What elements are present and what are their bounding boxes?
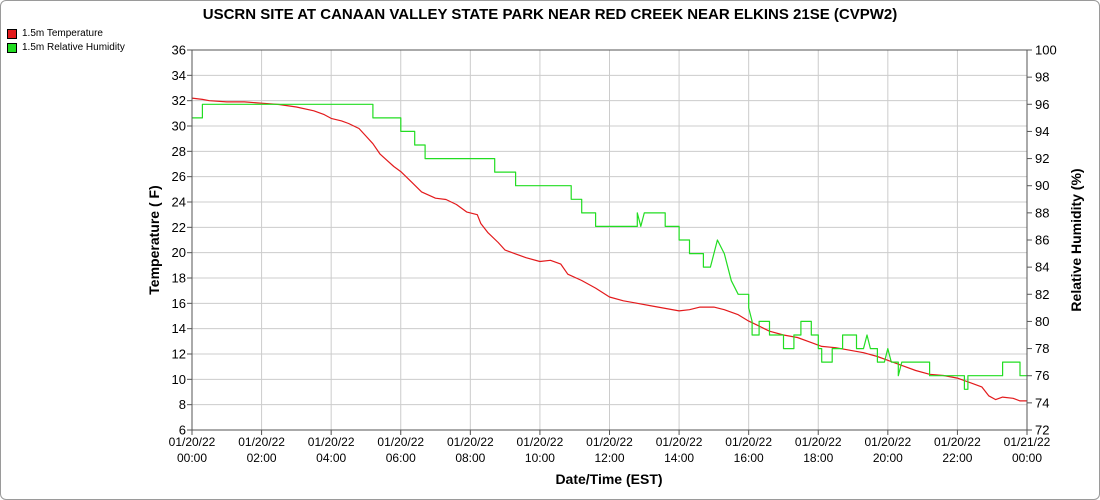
y-left-tick-label: 34 — [172, 68, 186, 83]
x-tick-label-date: 01/20/22 — [169, 435, 216, 449]
y-left-tick-label: 10 — [172, 372, 186, 387]
legend-swatch-humidity — [7, 43, 17, 53]
x-tick-label-time: 02:00 — [247, 451, 277, 465]
y-right-tick-label: 72 — [1035, 423, 1049, 438]
x-tick-label-date: 01/20/22 — [864, 435, 911, 449]
x-tick-label-date: 01/20/22 — [586, 435, 633, 449]
legend-swatch-temperature — [7, 29, 17, 39]
x-tick-label-date: 01/21/22 — [1004, 435, 1051, 449]
x-tick-label-time: 04:00 — [316, 451, 346, 465]
y-left-tick-label: 14 — [172, 321, 186, 336]
y-left-tick-label: 16 — [172, 296, 186, 311]
x-tick-label-time: 06:00 — [386, 451, 416, 465]
x-tick-label-date: 01/20/22 — [934, 435, 981, 449]
y-axis-left-title: Temperature ( F) — [146, 185, 162, 294]
y-right-tick-label: 88 — [1035, 205, 1049, 220]
x-tick-label-time: 16:00 — [734, 451, 764, 465]
y-left-tick-label: 8 — [179, 397, 186, 412]
x-tick-label-date: 01/20/22 — [656, 435, 703, 449]
y-axis-right-title: Relative Humidity (%) — [1068, 168, 1084, 311]
y-right-tick-label: 82 — [1035, 287, 1049, 302]
x-tick-label-time: 22:00 — [942, 451, 972, 465]
x-tick-label-date: 01/20/22 — [725, 435, 772, 449]
axes: 6 8 10 12 14 16 18 20 22 24 26 28 30 32 34 36 72 74 76 78 80… — [169, 43, 1057, 466]
y-left-tick-label: 20 — [172, 245, 186, 260]
y-right-tick-label: 94 — [1035, 124, 1049, 139]
y-right-tick-label: 96 — [1035, 97, 1049, 112]
x-tick-label-date: 01/20/22 — [377, 435, 424, 449]
y-right-tick-label: 76 — [1035, 368, 1049, 383]
y-right-tick-label: 98 — [1035, 70, 1049, 85]
x-axis-title: Date/Time (EST) — [555, 471, 662, 487]
legend-label-humidity: 1.5m Relative Humidity — [22, 42, 125, 53]
y-left-tick-label: 28 — [172, 144, 186, 159]
y-left-tick-label: 32 — [172, 93, 186, 108]
y-right-tick-label: 92 — [1035, 151, 1049, 166]
legend: 1.5m Temperature 1.5m Relative Humidity — [7, 27, 125, 55]
series-line-temperature — [191, 97, 1027, 402]
x-tick-label-time: 00:00 — [177, 451, 207, 465]
x-tick-label-time: 00:00 — [1012, 451, 1042, 465]
y-right-tick-label: 86 — [1035, 233, 1049, 248]
x-tick-label-date: 01/20/22 — [447, 435, 494, 449]
y-right-tick-label: 100 — [1035, 43, 1057, 58]
x-tick-label-date: 01/20/22 — [795, 435, 842, 449]
legend-item-temperature: 1.5m Temperature — [7, 27, 125, 41]
y-right-tick-label: 80 — [1035, 314, 1049, 329]
y-left-tick-label: 30 — [172, 119, 186, 134]
y-right-tick-label: 84 — [1035, 260, 1049, 275]
y-left-tick-label: 26 — [172, 169, 186, 184]
x-tick-label-date: 01/20/22 — [238, 435, 285, 449]
chart-title: USCRN SITE AT CANAAN VALLEY STATE PARK N… — [203, 6, 898, 23]
x-tick-label-date: 01/20/22 — [517, 435, 564, 449]
y-right-tick-label: 90 — [1035, 178, 1049, 193]
legend-item-humidity: 1.5m Relative Humidity — [7, 41, 125, 55]
x-tick-label-time: 10:00 — [525, 451, 555, 465]
y-left-tick-label: 18 — [172, 271, 186, 286]
legend-label-temperature: 1.5m Temperature — [22, 28, 103, 39]
x-tick-label-time: 12:00 — [594, 451, 624, 465]
y-left-tick-label: 24 — [172, 195, 186, 210]
y-right-tick-label: 78 — [1035, 341, 1049, 356]
y-left-tick-label: 36 — [172, 43, 186, 58]
y-left-tick-label: 6 — [179, 423, 186, 438]
plot-area — [191, 97, 1027, 402]
y-left-tick-label: 22 — [172, 220, 186, 235]
grid — [191, 49, 1028, 431]
y-right-tick-label: 74 — [1035, 395, 1049, 410]
x-tick-label-time: 14:00 — [664, 451, 694, 465]
x-tick-label-time: 08:00 — [455, 451, 485, 465]
y-left-tick-label: 12 — [172, 347, 186, 362]
x-tick-label-date: 01/20/22 — [308, 435, 355, 449]
x-tick-label-time: 20:00 — [873, 451, 903, 465]
series-line-humidity — [192, 103, 1027, 390]
x-tick-label-time: 18:00 — [803, 451, 833, 465]
